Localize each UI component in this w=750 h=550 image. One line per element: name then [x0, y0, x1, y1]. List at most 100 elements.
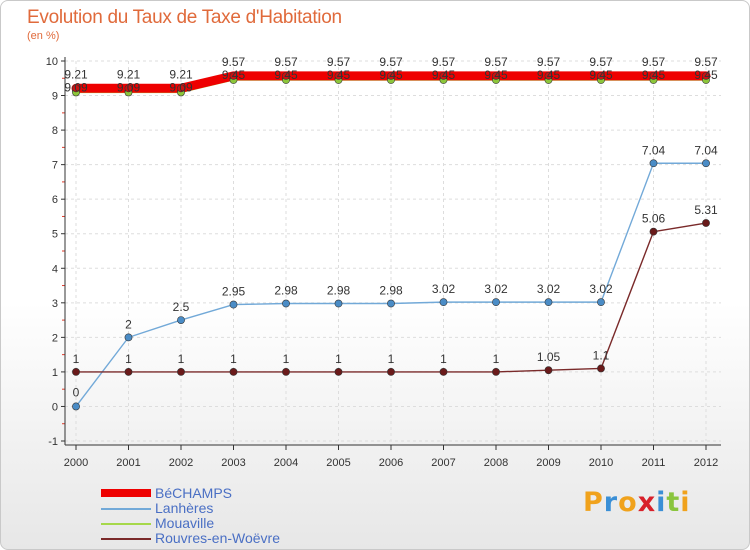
data-point-rouvres: [72, 368, 80, 376]
data-point-lanheres: [649, 159, 658, 168]
legend-label-mouaville: Mouaville: [155, 515, 215, 531]
y-tick-label: 0: [52, 401, 58, 413]
data-point-rouvres: [177, 368, 185, 376]
data-point-lanheres: [282, 299, 290, 308]
logo-letter: o: [618, 487, 638, 518]
data-point-rouvres: [492, 368, 500, 376]
x-tick-label: 2010: [589, 457, 613, 469]
data-label-rouvres: 5.31: [694, 203, 718, 217]
logo-letter: i: [656, 487, 667, 518]
y-tick-label: 10: [46, 56, 58, 68]
data-point-rouvres: [702, 219, 710, 227]
data-label-bechamps: 9.57: [642, 55, 666, 69]
data-label-bechamps: 9.21: [64, 67, 88, 81]
data-label-lanheres: 2: [125, 317, 132, 331]
chart-legend: BéCHAMPS Lanhères Mouaville Rouvres-en-W…: [101, 486, 321, 546]
x-tick-label: 2008: [484, 457, 508, 469]
data-label-bechamps: 9.57: [432, 55, 456, 69]
data-label-lanheres: 3.02: [537, 282, 561, 296]
data-point-rouvres: [282, 368, 290, 376]
data-label-rouvres: 1: [335, 352, 342, 366]
data-label-rouvres: 1: [493, 352, 500, 366]
y-tick-label: 3: [52, 298, 58, 310]
logo-letter: P: [583, 487, 604, 518]
data-point-bechamps: [387, 71, 395, 80]
data-point-rouvres: [649, 227, 658, 236]
chart-unit-label: (en %): [27, 30, 60, 42]
x-tick-label: 2011: [642, 457, 666, 469]
data-label-lanheres: 3.02: [589, 282, 613, 296]
data-point-lanheres: [334, 299, 343, 308]
x-tick-label: 2002: [169, 457, 193, 469]
legend-label-rouvres: Rouvres-en-Woëvre: [155, 530, 281, 546]
data-label-bechamps: 9.57: [274, 55, 298, 69]
legend-item-mouaville: Mouaville: [101, 516, 321, 531]
data-label-mouaville: 9.45: [537, 68, 561, 82]
data-point-lanheres: [177, 316, 185, 324]
x-tick-label: 2007: [431, 457, 455, 469]
data-label-mouaville: 9.45: [379, 68, 403, 82]
data-label-mouaville: 9.45: [327, 68, 351, 82]
data-label-mouaville: 9.09: [64, 80, 88, 94]
data-label-bechamps: 9.57: [379, 55, 403, 69]
data-label-rouvres: 1.05: [537, 350, 561, 364]
data-label-mouaville: 9.45: [222, 68, 246, 82]
legend-swatch-lanheres: [101, 508, 151, 510]
data-label-mouaville: 9.45: [694, 68, 718, 82]
logo-letter: x: [637, 487, 657, 518]
data-label-bechamps: 9.57: [694, 55, 718, 69]
y-tick-label: -1: [48, 436, 58, 448]
data-point-bechamps: [177, 84, 185, 93]
data-point-lanheres: [72, 402, 80, 411]
x-tick-label: 2009: [536, 457, 560, 469]
x-tick-label: 2003: [221, 457, 245, 469]
data-point-rouvres: [124, 368, 133, 376]
data-label-lanheres: 2.98: [327, 284, 351, 298]
y-tick-label: 4: [52, 263, 58, 275]
data-point-lanheres: [387, 299, 395, 308]
x-tick-label: 2006: [379, 457, 403, 469]
data-point-lanheres: [492, 298, 500, 307]
data-label-rouvres: 5.06: [642, 212, 666, 226]
data-label-rouvres: 1: [125, 352, 132, 366]
data-label-lanheres: 2.98: [379, 284, 403, 298]
data-label-mouaville: 9.09: [169, 80, 193, 94]
data-label-bechamps: 9.21: [169, 67, 193, 81]
data-point-bechamps: [597, 71, 605, 80]
data-label-lanheres: 2.95: [222, 285, 246, 299]
data-label-rouvres: 1.1: [593, 348, 610, 362]
data-label-lanheres: 2.98: [274, 284, 298, 298]
data-label-bechamps: 9.57: [537, 55, 561, 69]
x-tick-label: 2012: [694, 457, 718, 469]
data-label-rouvres: 1: [178, 352, 185, 366]
data-label-mouaville: 9.09: [117, 80, 141, 94]
data-point-lanheres: [229, 300, 238, 309]
data-point-bechamps: [439, 71, 448, 80]
y-tick-label: 9: [52, 91, 58, 103]
legend-swatch-mouaville: [101, 523, 151, 525]
data-point-rouvres: [597, 364, 605, 373]
data-point-rouvres: [544, 366, 553, 375]
data-point-bechamps: [492, 71, 500, 80]
data-label-bechamps: 9.57: [484, 55, 508, 69]
y-tick-label: 7: [52, 160, 58, 172]
logo-letter: r: [603, 487, 619, 518]
data-label-mouaville: 9.45: [484, 68, 508, 82]
data-point-bechamps: [124, 84, 133, 93]
data-label-mouaville: 9.45: [642, 68, 666, 82]
data-label-rouvres: 1: [230, 352, 237, 366]
data-label-lanheres: 7.04: [642, 143, 666, 157]
data-label-mouaville: 9.45: [589, 68, 613, 82]
legend-label-lanheres: Lanhères: [155, 500, 214, 516]
data-label-rouvres: 1: [440, 352, 447, 366]
data-point-lanheres: [544, 298, 553, 307]
data-point-lanheres: [597, 298, 605, 307]
data-point-bechamps: [72, 84, 80, 93]
data-point-bechamps: [649, 71, 658, 80]
data-label-rouvres: 1: [283, 352, 290, 366]
legend-swatch-rouvres: [101, 538, 151, 540]
y-tick-label: 2: [52, 332, 58, 344]
legend-swatch-bechamps: [101, 489, 151, 497]
y-tick-label: 1: [52, 367, 58, 379]
